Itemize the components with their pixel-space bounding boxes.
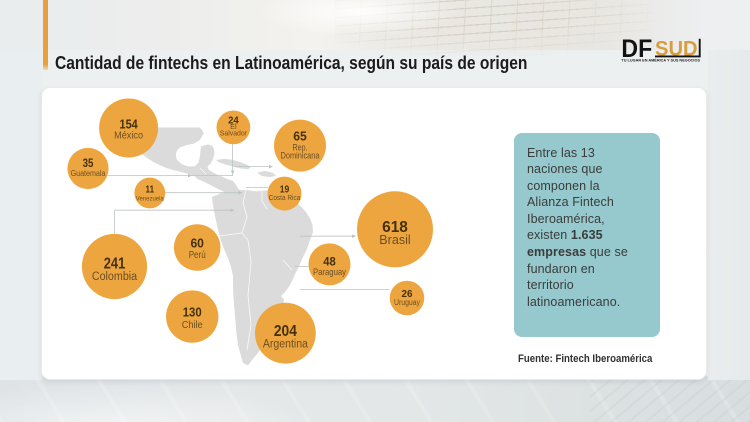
svg-text:618: 618 <box>382 219 408 236</box>
svg-text:Dominicana: Dominicana <box>281 150 321 161</box>
svg-text:Salvador: Salvador <box>220 129 248 138</box>
svg-text:Guatemala: Guatemala <box>71 168 106 178</box>
svg-text:Perú: Perú <box>189 250 206 261</box>
svg-text:TU LUGAR EN AMÉRICA Y SUS NEGO: TU LUGAR EN AMÉRICA Y SUS NEGOCIOS <box>621 57 700 62</box>
svg-text:Colombia: Colombia <box>92 271 138 283</box>
svg-text:Uruguay: Uruguay <box>394 298 420 307</box>
svg-text:Chile: Chile <box>182 320 203 331</box>
svg-text:65: 65 <box>293 129 307 144</box>
svg-text:Argentina: Argentina <box>263 339 309 351</box>
svg-text:Costa Rica: Costa Rica <box>269 193 301 202</box>
svg-text:El: El <box>230 122 237 131</box>
svg-text:48: 48 <box>323 257 336 269</box>
svg-text:60: 60 <box>190 235 204 250</box>
svg-text:Brasil: Brasil <box>379 233 410 247</box>
svg-text:154: 154 <box>120 117 139 132</box>
svg-text:DF: DF <box>621 35 652 63</box>
svg-text:24: 24 <box>228 116 239 127</box>
svg-text:35: 35 <box>83 158 94 170</box>
svg-text:México: México <box>114 131 143 142</box>
svg-text:26: 26 <box>402 289 413 300</box>
svg-text:Paraguay: Paraguay <box>313 266 346 277</box>
svg-text:130: 130 <box>183 305 202 320</box>
svg-text:Rep.: Rep. <box>293 142 308 153</box>
svg-text:Venezuela: Venezuela <box>136 196 164 203</box>
svg-text:19: 19 <box>280 185 290 196</box>
svg-text:241: 241 <box>104 255 126 272</box>
svg-text:11: 11 <box>146 184 155 195</box>
svg-text:204: 204 <box>274 323 297 340</box>
